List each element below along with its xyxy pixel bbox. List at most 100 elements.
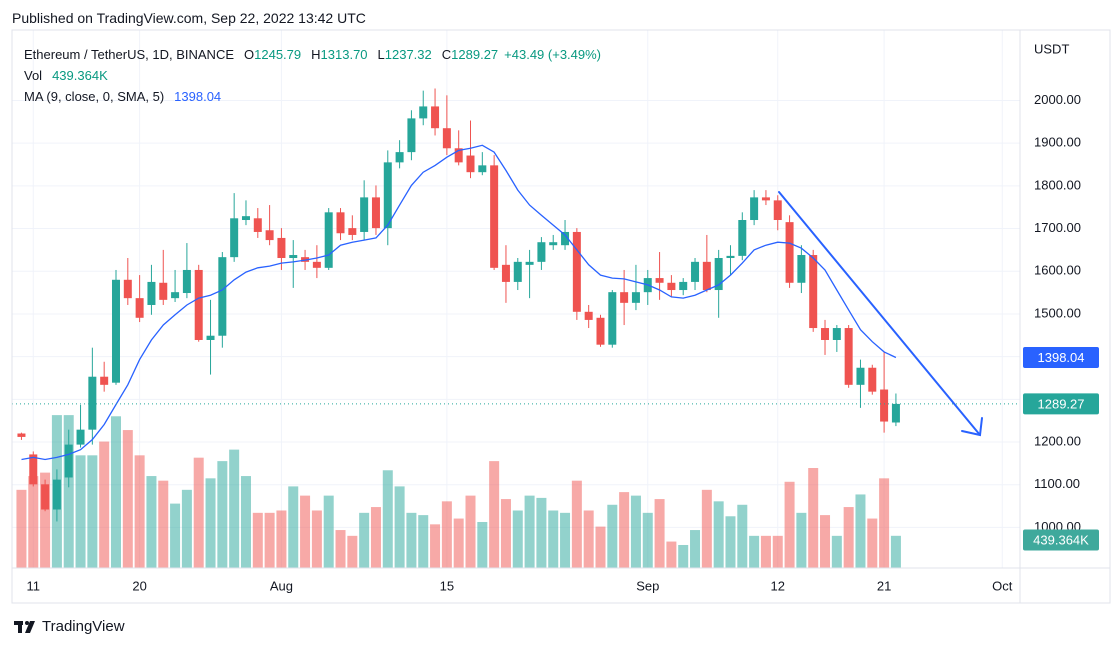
volume-box [1023,529,1099,551]
volume-bar [441,501,452,568]
volume-bar [28,476,39,568]
candle-body [76,429,85,445]
volume-bar [654,499,665,568]
candle-body [596,317,605,345]
volume-bar [217,461,228,568]
currency: USDT [1034,41,1069,56]
volume-bar [548,510,559,568]
y-tick-label: 2000.00 [1034,92,1081,107]
last-price-label: 1289.27 [1038,396,1085,411]
volume-bar [784,481,795,568]
candle-body [383,162,392,229]
arrow-head [961,417,983,437]
volume-bar [489,461,500,568]
volume-bar [370,507,381,568]
volume-bar [607,504,618,568]
candle-body [206,335,215,340]
x-tick-label: Oct [992,578,1013,593]
candle-body [702,261,711,291]
volume-bar [831,535,842,568]
candle-body [135,298,144,318]
candle-body [100,376,109,385]
ohlc-value: 1289.27 [451,47,499,62]
legend-symbol-row: Ethereum / TetherUS, 1D, BINANCE O 1245.7… [24,44,601,65]
volume-bar [808,468,819,568]
volume-bar [146,476,157,568]
candle-body [29,454,38,485]
candle-body [442,128,451,149]
candle-body [241,216,250,221]
plot [12,88,1020,568]
volume-bar [193,457,204,568]
logo-slash [25,621,35,633]
volume-bar [359,512,370,568]
volume-bar [75,455,86,568]
y-tick-label: 1100.00 [1034,476,1080,491]
candle-body [714,258,723,291]
volume-label: 439.364K [1033,532,1089,547]
volume-bar [63,415,74,568]
ohlc-prefix: O [244,47,255,62]
volume-bar [843,507,854,568]
candle-body [336,212,345,234]
y-tick-label: 1600.00 [1034,263,1081,278]
volume-bar [418,515,429,568]
volume-bar [796,512,807,568]
logo-stem [18,621,22,633]
ma-price-box [1023,346,1099,368]
candle-body [856,367,865,385]
volume-bar [288,486,299,568]
volume-bar [40,472,51,568]
candle-body [312,261,321,268]
volume-bar [737,504,748,568]
candle-body [490,165,499,268]
volume-bar [465,495,476,568]
volume-bar [583,510,594,568]
ohlc-value: 1237.32 [384,47,432,62]
volume-bar [229,449,240,568]
candle-body [797,255,806,283]
candle-body [182,269,191,294]
candle-body [773,200,782,221]
y-tick-label: 1700.00 [1034,220,1081,235]
ma-line [21,144,897,461]
ohlc-prefix: C [441,47,452,62]
volume-bar [335,530,346,568]
candle-body [111,279,120,383]
y-tick-label: 1900.00 [1034,135,1081,150]
volume-bar [666,541,677,568]
candle-body [761,197,770,201]
ohlc-value: 1245.79 [254,47,302,62]
ma-value: 1398.04 [174,89,222,104]
brand: TradingView [42,618,125,635]
logo-dot [25,621,29,625]
candle-body [253,218,262,232]
x-tick-label: Aug [270,578,293,593]
legend-ma-row: MA (9, close, 0, SMA, 5) 1398.04 [24,86,601,107]
candle-body [561,231,570,246]
candle-body [620,292,629,303]
ma-name: MA (9, close, 0, SMA, 5) [24,89,165,104]
volume-bar [630,495,641,568]
candle-body [371,197,380,229]
volume-bar [536,497,547,568]
ohlc-value: 1313.70 [320,47,368,62]
volume-bar [642,512,653,568]
volume-bar [571,480,582,568]
legend-volume-row: Vol 439.364K [24,65,601,86]
logo [14,621,35,633]
volume-bar [595,526,606,568]
candle-body [41,484,50,510]
candle-body [726,255,735,259]
volume-bar [110,416,121,568]
volume-bar [276,510,287,568]
volume-bar [87,455,98,568]
candle-body [147,281,156,305]
candle-body [88,376,97,430]
candle-body [17,433,26,437]
volume-bar [122,430,133,568]
candle-body [608,292,617,345]
candle-body [868,367,877,392]
candle-body [454,148,463,163]
